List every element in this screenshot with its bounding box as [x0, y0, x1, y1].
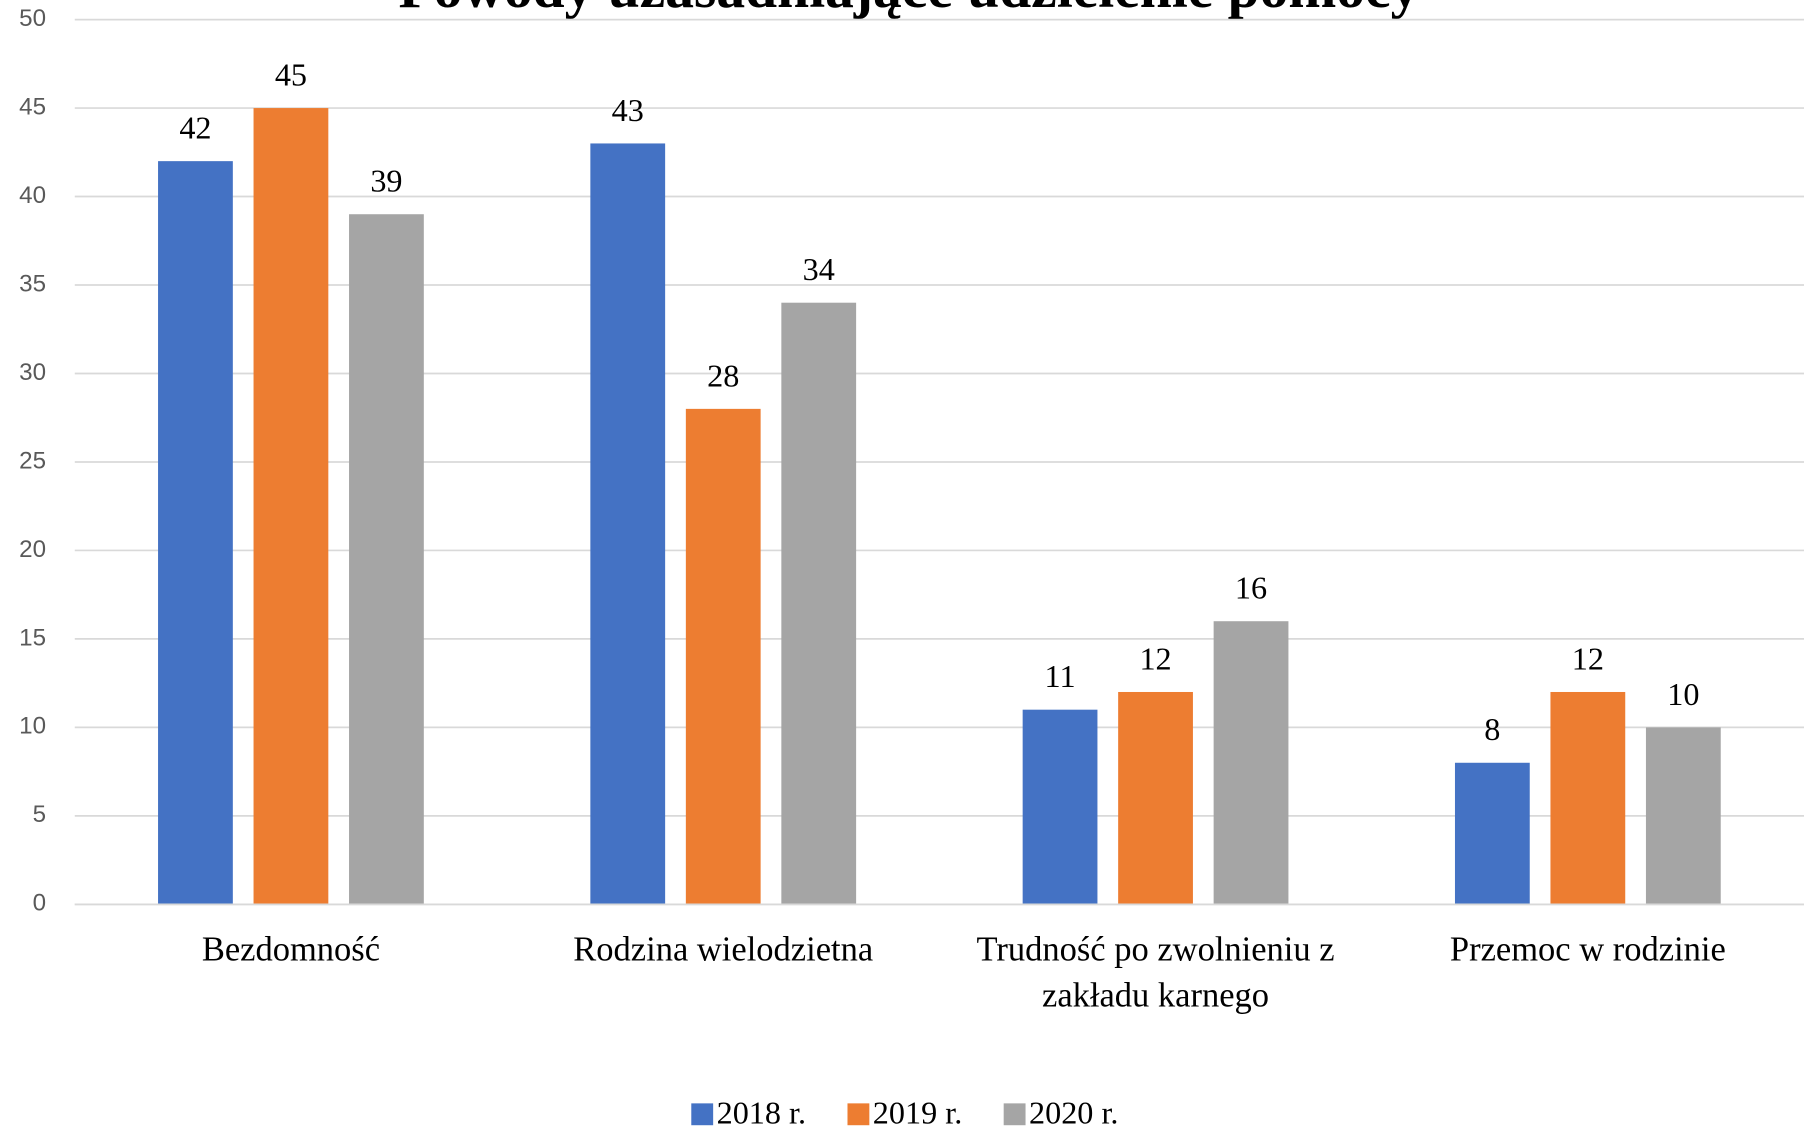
- data-label: 39: [370, 163, 402, 199]
- chart-title: Powody uzasadniające udzielenie pomocy: [398, 0, 1419, 20]
- y-tick-label: 10: [19, 713, 46, 740]
- legend-label: 2019 r.: [873, 1094, 962, 1130]
- data-label: 34: [803, 251, 835, 287]
- bar: [685, 408, 761, 905]
- data-label: 28: [707, 357, 739, 393]
- y-tick-label: 50: [19, 5, 46, 32]
- bar: [158, 161, 233, 905]
- legend-label: 2020 r.: [1029, 1094, 1118, 1130]
- data-label: 43: [612, 92, 644, 128]
- bar: [349, 214, 424, 905]
- y-tick-label: 0: [33, 890, 46, 917]
- bar: [1213, 621, 1289, 905]
- y-tick-label: 30: [19, 359, 46, 386]
- x-tick-label: Przemoc w rodzinie: [1450, 931, 1726, 969]
- x-tick-label: Trudność po zwolnieniu z zakładu karnego: [977, 931, 1335, 1015]
- bar: [590, 143, 666, 905]
- y-tick-label: 20: [19, 536, 46, 563]
- bar: [1550, 691, 1626, 905]
- data-label: 12: [1572, 640, 1604, 676]
- legend-swatch: [1003, 1103, 1026, 1126]
- bar: [1118, 691, 1193, 905]
- data-label: 10: [1667, 676, 1699, 712]
- y-tick-label: 25: [19, 447, 46, 474]
- y-tick-label: 40: [19, 182, 46, 209]
- y-tick-label: 5: [33, 801, 46, 828]
- y-tick-label: 15: [19, 624, 46, 651]
- legend-swatch: [691, 1103, 714, 1126]
- legend-swatch: [847, 1103, 870, 1126]
- data-label: 45: [275, 57, 307, 93]
- y-tick-label: 35: [19, 270, 46, 297]
- bar: [781, 302, 857, 905]
- bar: [1645, 727, 1721, 905]
- bar: [253, 108, 329, 905]
- bar: [1454, 762, 1530, 905]
- data-label: 11: [1045, 658, 1076, 694]
- bar: [1022, 709, 1098, 905]
- data-label: 16: [1235, 570, 1267, 606]
- x-tick-label: Bezdomność: [202, 931, 380, 969]
- data-label: 8: [1484, 711, 1500, 747]
- y-tick-label: 45: [19, 93, 46, 120]
- data-label: 42: [179, 110, 211, 146]
- data-label: 12: [1139, 640, 1171, 676]
- legend-label: 2018 r.: [717, 1094, 806, 1130]
- x-tick-label: Rodzina wielodzietna: [573, 931, 873, 969]
